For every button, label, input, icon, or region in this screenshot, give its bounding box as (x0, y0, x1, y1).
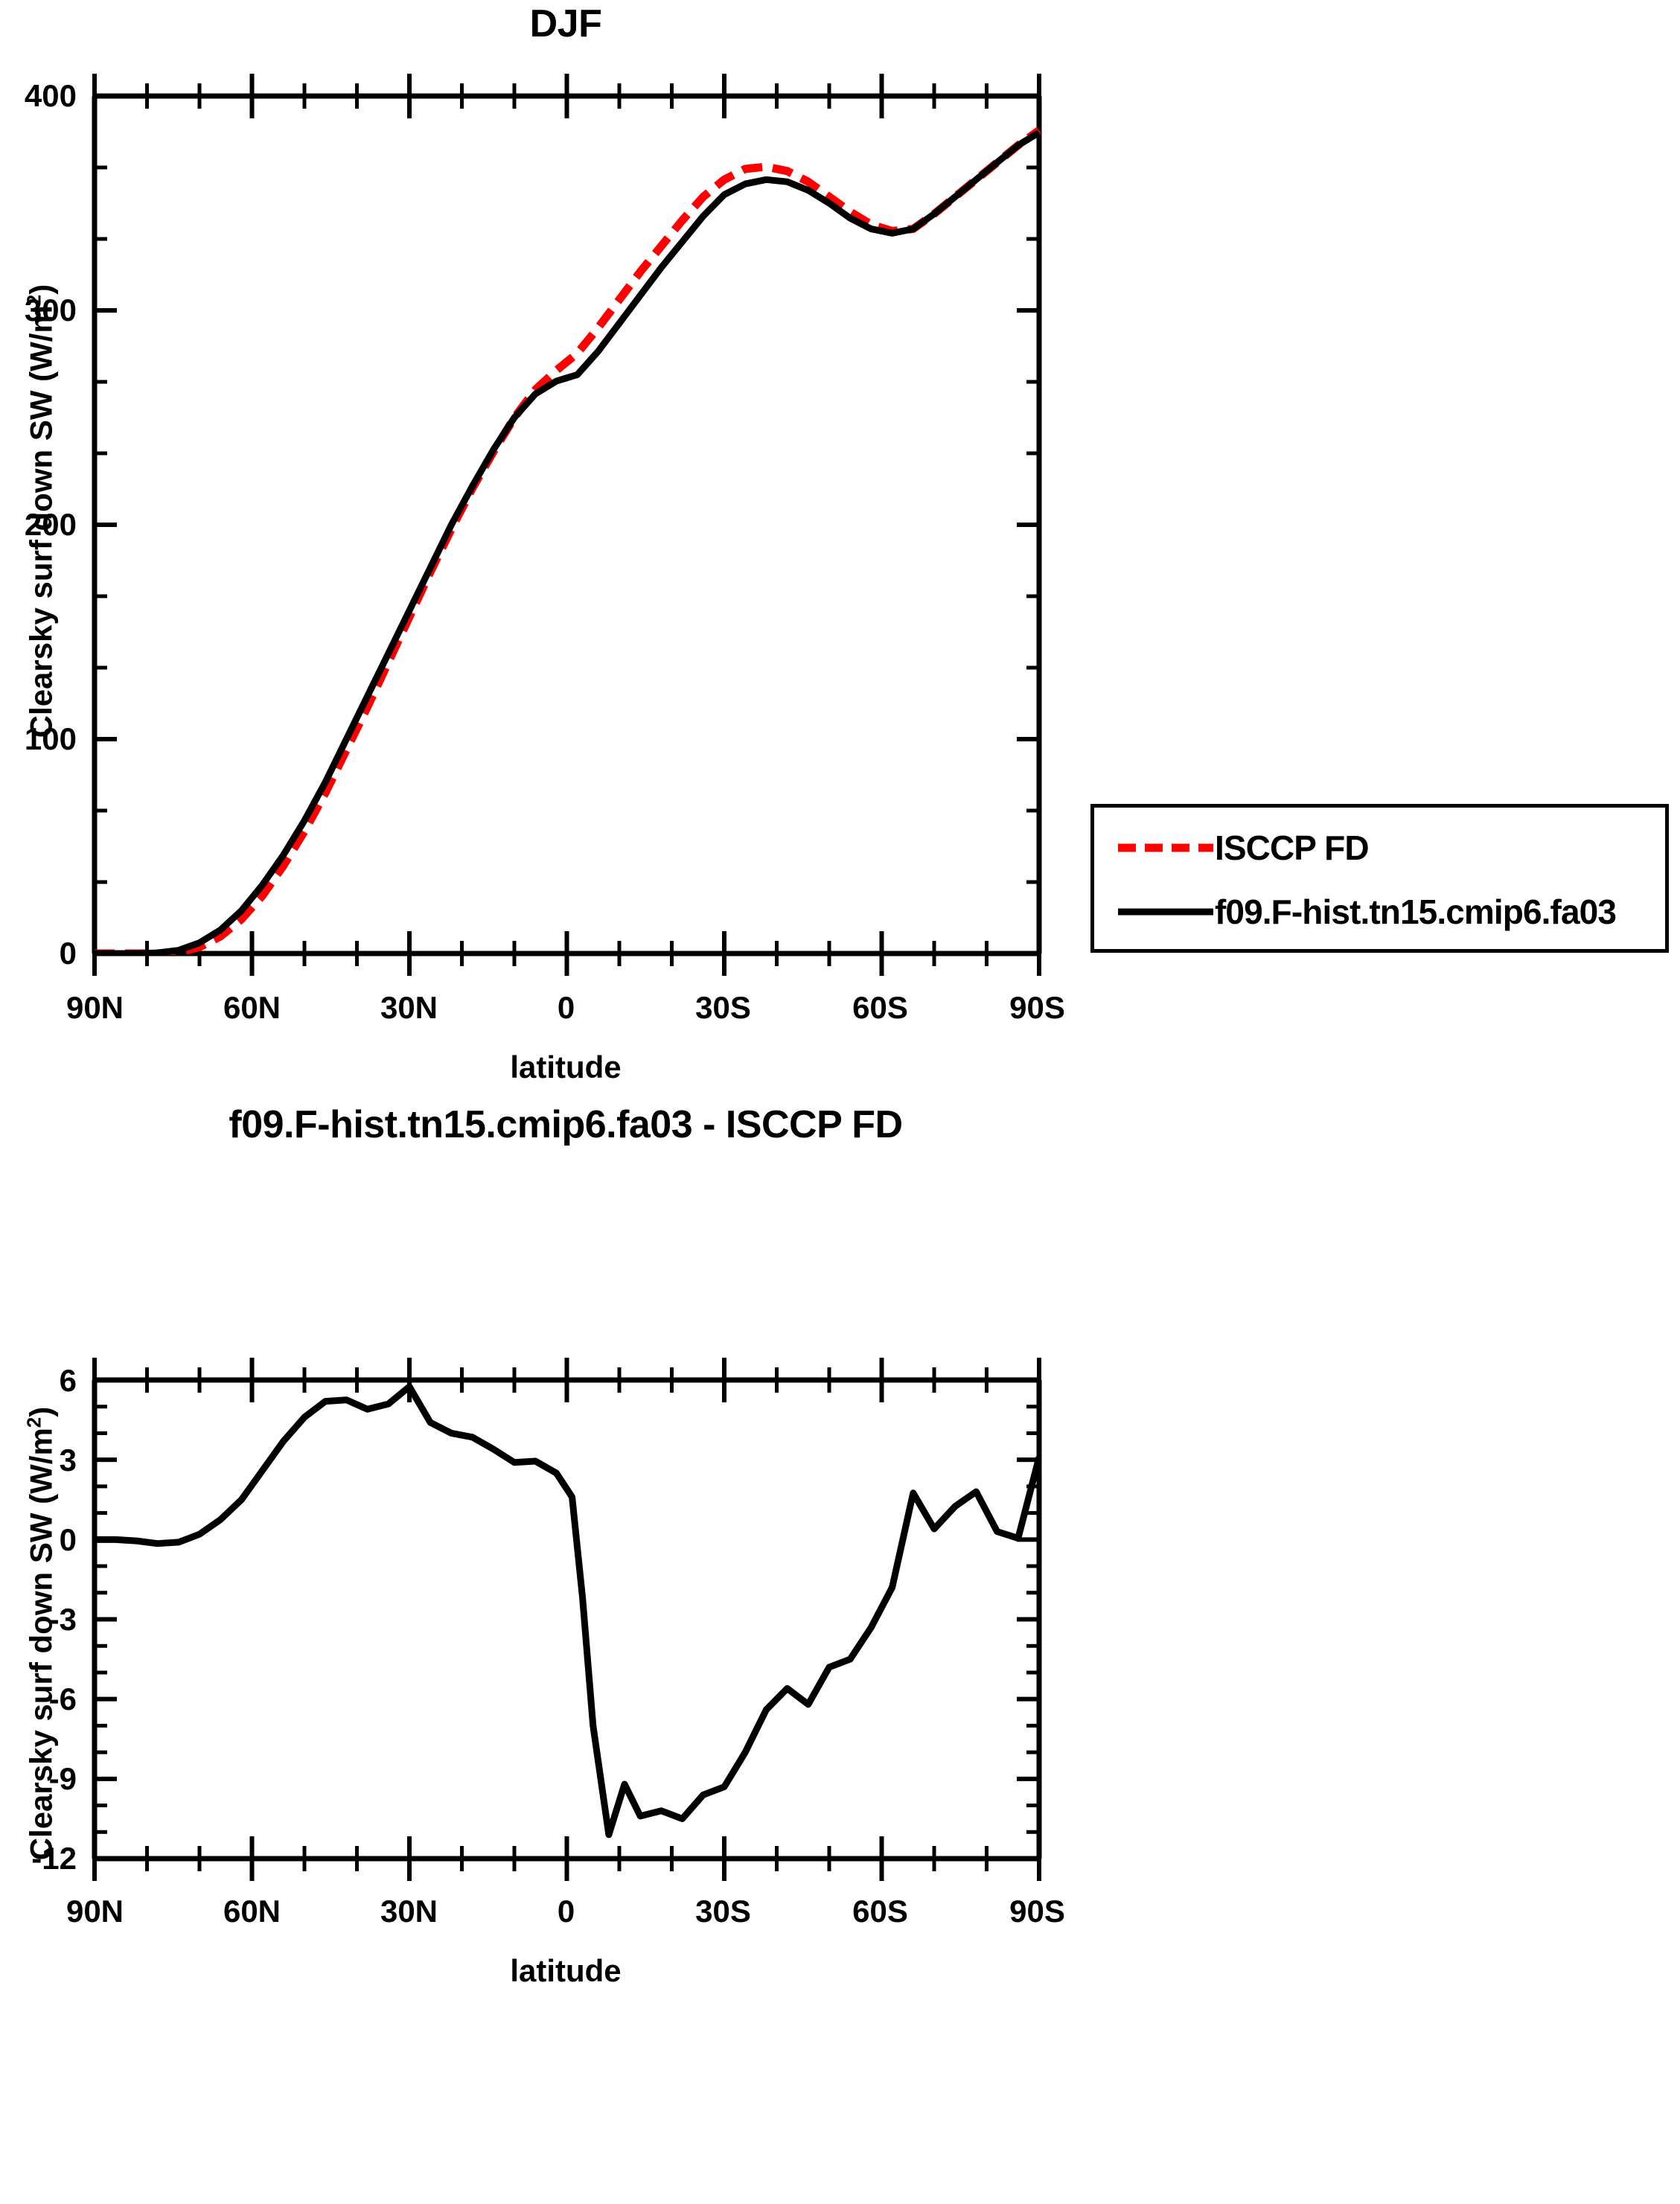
bottom-plot-area (0, 1102, 1680, 2204)
top-chart-panel: DJF Clearsky surf down SW (W/m2) 400 300… (0, 0, 1680, 1102)
legend: ISCCP FD f09.F-hist.tn15.cmip6.fa03 (1090, 804, 1669, 953)
legend-swatch-dashed-red (1118, 835, 1213, 860)
legend-item-isccp[interactable]: ISCCP FD (1094, 811, 1369, 885)
legend-item-model[interactable]: f09.F-hist.tn15.cmip6.fa03 (1094, 875, 1616, 949)
legend-swatch-solid-black (1118, 899, 1213, 924)
figure-root: DJF Clearsky surf down SW (W/m2) 400 300… (0, 0, 1680, 2204)
legend-label-model: f09.F-hist.tn15.cmip6.fa03 (1215, 892, 1616, 932)
bottom-chart-panel: f09.F-hist.tn15.cmip6.fa03 - ISCCP FD Cl… (0, 1102, 1680, 2204)
legend-label-isccp: ISCCP FD (1215, 828, 1369, 868)
